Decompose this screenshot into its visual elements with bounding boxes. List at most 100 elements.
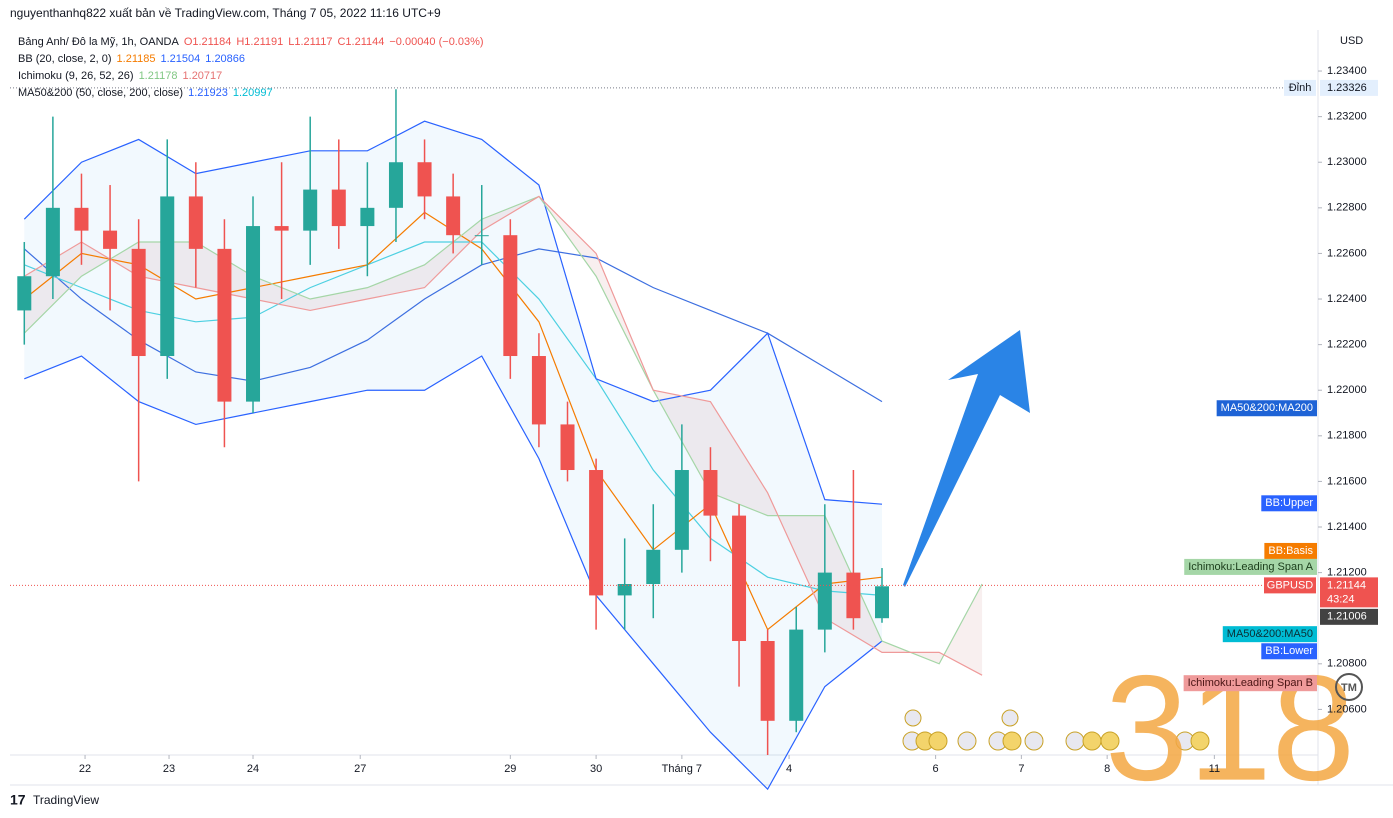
event-flags [902, 709, 1210, 751]
indicator-tag: BB:Basis [1268, 545, 1313, 557]
candle-body [617, 584, 632, 596]
y-tick-label: 1.21200 [1327, 567, 1367, 579]
candle-body [103, 230, 118, 249]
legend-text: Ichimoku (9, 26, 52, 26) [18, 70, 134, 82]
x-tick-label: 11 [1209, 763, 1220, 775]
y-tick-label: 1.23000 [1327, 156, 1367, 168]
candle-body [303, 189, 318, 231]
y-tick-label: 1.21600 [1327, 475, 1367, 487]
indicator-tag: MA50&200:MA200 [1221, 402, 1313, 414]
high-tag-bg [1284, 79, 1316, 96]
footer: TradingView [33, 793, 99, 807]
countdown: 43:24 [1327, 593, 1355, 605]
indicator-tag-bg [1261, 643, 1317, 660]
indicator-line [23, 195, 983, 676]
last-price-bg [1320, 577, 1378, 608]
legend-text: 1.21185 [117, 53, 156, 65]
candle-body [217, 248, 232, 402]
indicator-tag-bg [1184, 558, 1317, 575]
y-tick-label: 1.23400 [1327, 65, 1367, 77]
candle-body [846, 572, 861, 619]
tm-circle [1335, 673, 1363, 701]
legend-text: O1.21184 [184, 36, 232, 48]
legend-text: 1.21178 [139, 70, 178, 82]
indicator-line [24, 355, 883, 791]
y-tick-label: 1.20800 [1327, 658, 1367, 670]
symbol-tag: GBPUSD [1267, 579, 1314, 591]
publisher: nguyenthanhq822 xuất bản về TradingView.… [10, 6, 441, 20]
y-tick-label: 1.22000 [1327, 384, 1367, 396]
candle-body [760, 641, 775, 721]
candle-body [474, 235, 489, 237]
high-value: 1.23326 [1327, 82, 1367, 94]
plot [17, 89, 983, 791]
candle-body [388, 162, 403, 208]
candle-body [560, 424, 575, 471]
x-tick-label: 30 [590, 763, 602, 775]
bb-fill [24, 121, 882, 790]
legend-text: 1.20717 [183, 70, 223, 82]
currency: USD [1340, 35, 1363, 47]
candle-body [531, 356, 546, 425]
candle-body [74, 207, 89, 231]
x-tick-label: 7 [1018, 763, 1024, 775]
candle-body [246, 226, 261, 402]
candle-body [789, 629, 804, 721]
candle-body [45, 207, 60, 277]
y-tick-label: 1.22800 [1327, 202, 1367, 214]
indicator-tag-bg [1264, 542, 1317, 559]
candle-body [417, 162, 432, 197]
x-tick-label: Tháng 7 [662, 763, 702, 775]
candle-body [817, 572, 832, 630]
logo-mark: 17 [10, 792, 26, 808]
indicator-tag: MA50&200:MA50 [1227, 628, 1313, 640]
legend-text: Bảng Anh/ Đô la Mỹ, 1h, OANDA [18, 36, 179, 48]
y-tick-label: 1.21400 [1327, 521, 1367, 533]
indicator-tag-bg [1216, 400, 1317, 417]
legend-text: 1.21504 [161, 53, 201, 65]
candle-body [732, 515, 747, 642]
x-tick-label: 22 [79, 763, 91, 775]
candle-body [331, 189, 346, 227]
y-tick-label: 1.22600 [1327, 247, 1367, 259]
x-tick-label: 23 [163, 763, 175, 775]
legend-text: C1.21144 [337, 36, 384, 48]
high-value-bg [1320, 79, 1378, 96]
y-tick-label: 1.22400 [1327, 293, 1367, 305]
indicator-tag-bg [1183, 675, 1317, 692]
indicator-tag: BB:Upper [1265, 497, 1313, 509]
candle-body [875, 586, 889, 619]
legend-text: BB (20, close, 2, 0) [18, 53, 112, 65]
indicator-tag-bg [1222, 626, 1317, 643]
close-marker: 1.21006 [1327, 611, 1367, 623]
indicator-tag-bg [1261, 495, 1317, 512]
candle-body [589, 470, 604, 596]
y-tick-label: 1.21800 [1327, 430, 1367, 442]
candle-body [160, 196, 175, 357]
legend-text: MA50&200 (50, close, 200, close) [18, 87, 183, 99]
legend-text: 1.21923 [188, 87, 228, 99]
y-tick-label: 1.20600 [1327, 703, 1367, 715]
indicator-tag: Ichimoku:Leading Span B [1188, 677, 1313, 689]
candle-body [131, 248, 146, 357]
close-marker-bg [1320, 608, 1378, 625]
legend-text: 1.20866 [205, 53, 245, 65]
candle-body [446, 196, 461, 236]
candle-body [674, 470, 689, 550]
indicator-line [23, 195, 983, 665]
candle-body [17, 276, 32, 311]
legend-text: 1.20997 [233, 87, 273, 99]
x-tick-label: 24 [247, 763, 259, 775]
tm: TM [1341, 682, 1357, 694]
indicator-tag: Ichimoku:Leading Span A [1188, 561, 1313, 573]
arrow [903, 330, 1030, 587]
candle-body [188, 196, 203, 249]
symbol-tag-bg [1264, 577, 1316, 594]
x-tick-label: 29 [504, 763, 516, 775]
last-price: 1.21144 [1327, 579, 1366, 591]
candle-body [646, 549, 661, 585]
legend-text: H1.21191 [236, 36, 283, 48]
candle-body [360, 207, 375, 227]
